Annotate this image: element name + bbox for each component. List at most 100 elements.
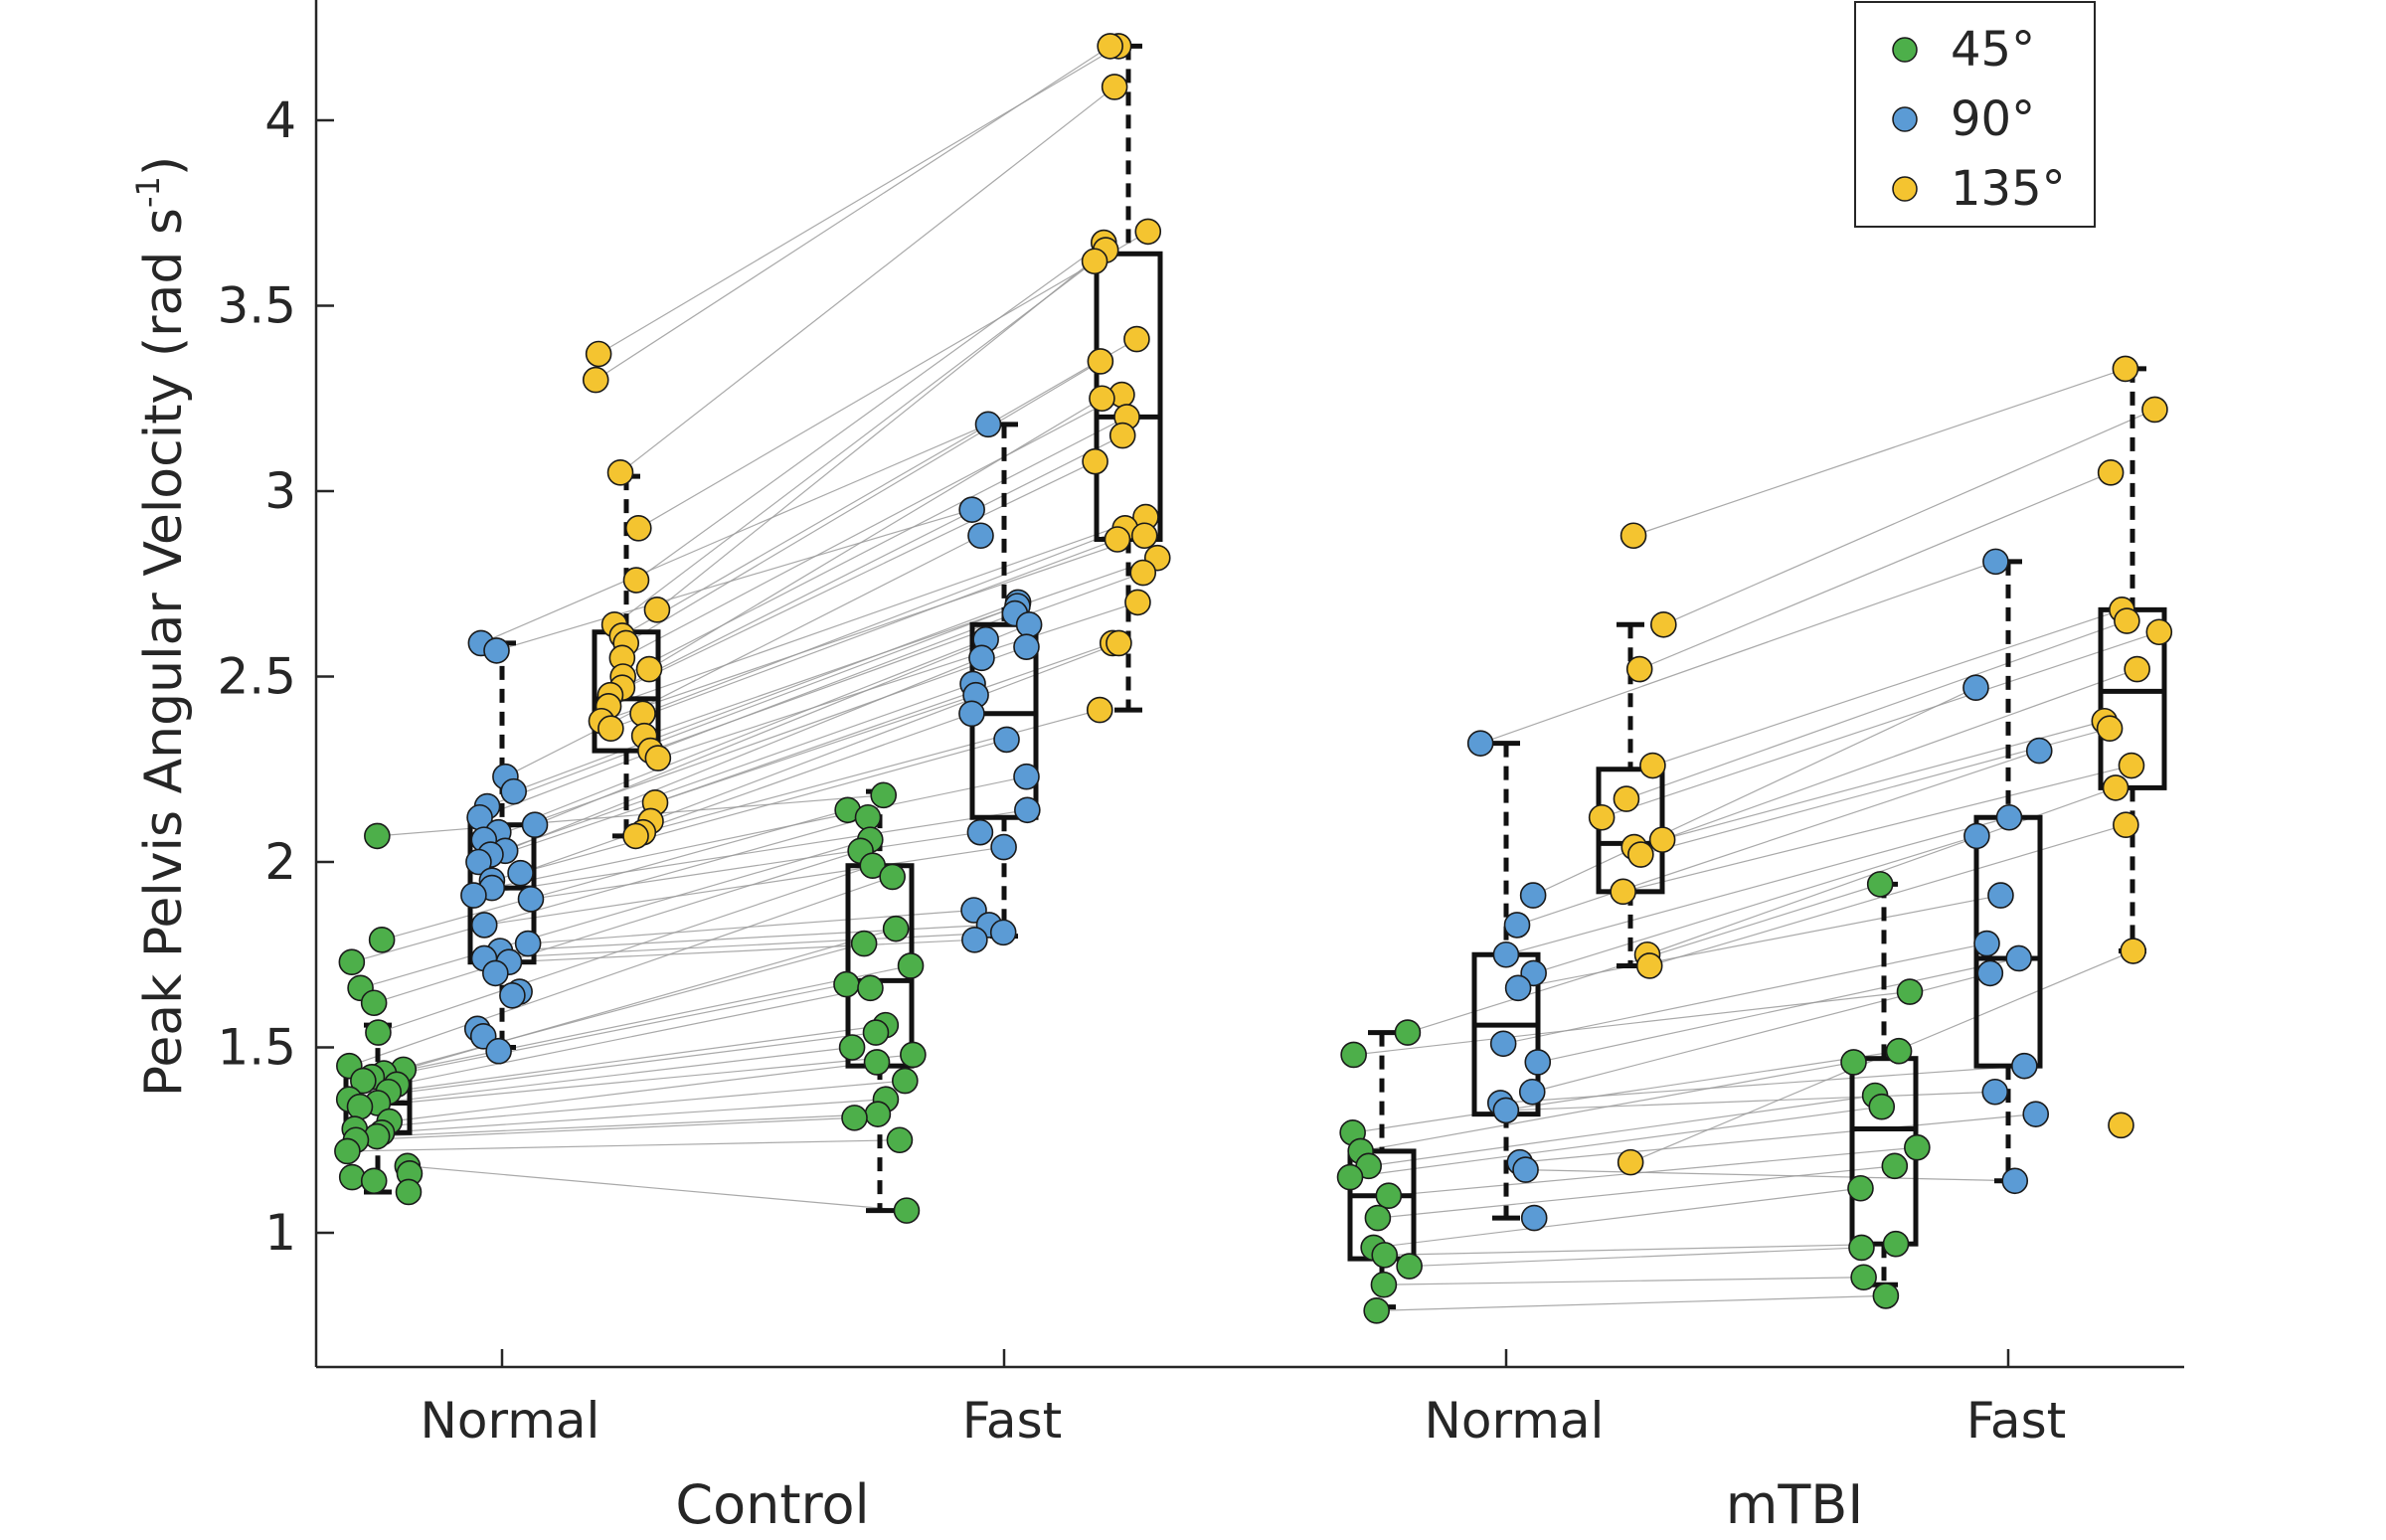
y-axis-title-close: ) <box>134 156 194 176</box>
pair-line <box>1517 894 2001 989</box>
data-point <box>1613 785 1640 812</box>
pair-line <box>1377 1165 1895 1219</box>
data-point <box>1639 752 1666 779</box>
data-point <box>1013 633 1040 660</box>
data-point <box>958 496 985 523</box>
data-point <box>1130 522 1158 550</box>
data-point <box>968 644 995 672</box>
data-point <box>625 514 652 542</box>
pair-line <box>1632 368 2127 537</box>
pair-line <box>1652 608 2123 767</box>
pair-line <box>498 638 986 833</box>
data-point <box>1840 1049 1867 1076</box>
data-point <box>897 952 925 979</box>
pair-line <box>407 1165 907 1212</box>
data-point <box>2102 774 2130 801</box>
data-point <box>1995 803 2023 831</box>
pair-line <box>613 260 1096 625</box>
data-point <box>2001 1167 2029 1195</box>
pair-line <box>1368 1095 1876 1167</box>
data-point <box>1101 74 1128 100</box>
pair-line <box>1503 942 1987 1045</box>
pair-line <box>1373 1187 1861 1249</box>
data-point <box>460 882 487 909</box>
data-point <box>1336 1163 1364 1191</box>
data-point <box>989 919 1017 946</box>
x-tick-label: Normal <box>421 1392 600 1450</box>
y-tick-label: 3.5 <box>217 277 296 335</box>
pair-line <box>622 416 1127 678</box>
data-point <box>606 459 634 486</box>
pair-line <box>600 535 1145 722</box>
pair-line <box>378 865 873 1034</box>
data-point <box>859 852 887 880</box>
pair-line <box>607 516 1146 707</box>
pair-line <box>1383 1277 1864 1285</box>
data-point <box>857 974 884 1002</box>
data-point <box>1627 841 1654 868</box>
data-point <box>2112 355 2139 383</box>
pair-line <box>597 45 1119 355</box>
data-point <box>1503 912 1531 939</box>
data-point <box>1885 1037 1913 1065</box>
pair-line <box>483 646 1027 841</box>
data-point <box>1492 1097 1520 1124</box>
data-point <box>2108 1112 2134 1139</box>
data-point <box>1872 1283 1900 1309</box>
data-point <box>870 781 898 809</box>
data-point <box>622 822 649 850</box>
paired-lines-layer <box>347 45 2159 1311</box>
data-point <box>2118 752 2145 779</box>
data-point <box>993 726 1020 754</box>
pair-line <box>621 434 1123 689</box>
pair-line <box>397 987 871 1086</box>
pair-line <box>363 983 847 1082</box>
data-point <box>585 340 612 368</box>
pair-line <box>491 739 1007 882</box>
data-point <box>2025 737 2053 765</box>
x-tick-label: Normal <box>1425 1392 1605 1450</box>
data-point <box>622 567 650 594</box>
legend-label-45: 45° <box>1951 22 2035 78</box>
pair-line <box>490 683 973 856</box>
data-point <box>521 811 549 839</box>
x-tick-label: Fast <box>1966 1392 2066 1450</box>
x-ticks: Normal Fast Normal Fast <box>421 1349 2066 1450</box>
data-point <box>1492 941 1520 968</box>
pair-line <box>360 839 871 989</box>
data-point <box>864 1101 892 1127</box>
data-point <box>1650 610 1677 638</box>
pair-line <box>1349 1106 1882 1178</box>
data-point <box>582 366 609 394</box>
pair-line <box>377 1046 853 1105</box>
data-point <box>1014 796 1041 824</box>
pair-line <box>1649 824 2127 967</box>
data-point <box>360 989 388 1017</box>
data-point <box>1850 1264 1877 1291</box>
pair-line <box>505 535 981 777</box>
data-point <box>629 700 656 728</box>
y-tick-label: 1 <box>264 1204 296 1262</box>
data-point <box>1363 1297 1390 1324</box>
data-point <box>1396 1253 1423 1280</box>
data-point <box>597 715 624 743</box>
data-point <box>514 930 542 957</box>
data-point <box>485 1037 512 1065</box>
data-point <box>1081 248 1108 275</box>
y-tick-label: 4 <box>264 91 296 149</box>
data-point <box>1848 1234 1875 1262</box>
data-point <box>1868 1093 1896 1120</box>
data-point <box>1364 1204 1392 1232</box>
pair-line <box>1519 1113 2036 1163</box>
pair-line <box>381 809 848 941</box>
data-point <box>1104 526 1131 553</box>
pair-line <box>499 924 990 952</box>
data-point <box>1340 1041 1367 1069</box>
data-point <box>365 1019 392 1046</box>
data-point <box>838 1034 866 1061</box>
data-point <box>2124 655 2150 683</box>
data-point <box>338 948 366 976</box>
data-point <box>850 930 878 957</box>
pair-line <box>382 1099 886 1133</box>
